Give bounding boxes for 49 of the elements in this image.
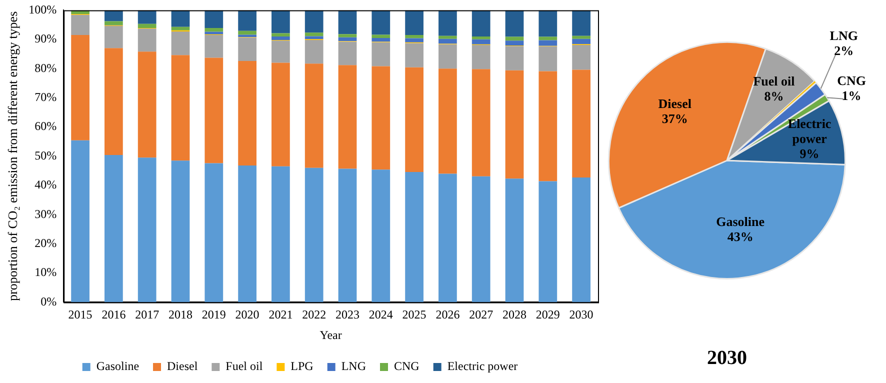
legend-label: Gasoline [96,359,140,374]
slice-label: CNG [837,72,866,88]
x-tick-label: 2020 [235,308,260,322]
y-tick-label: 80% [34,60,57,75]
x-tick-label: 2023 [336,308,360,322]
x-axis-title: Year [320,328,342,342]
x-tick-label: 2027 [469,308,494,322]
x-tick-label: 2018 [168,308,192,322]
x-tick-label: 2016 [102,308,126,322]
y-tick-label: 100% [28,2,57,16]
x-tick-label: 2030 [569,308,594,322]
data-label: 9% [800,146,820,162]
y-tick-label: 10% [34,265,57,280]
y-tick-label: 20% [34,236,57,250]
y-tick-label: 90% [34,32,57,46]
y-tick-label: 0% [40,294,57,308]
slice-label: Fuel oil [753,73,796,88]
y-tick-label: 30% [34,206,57,221]
y-axis-title: proportion of CO₂ emission from different energy types [5,11,20,302]
y-tick-label: 60% [34,119,57,134]
x-tick-label: 2024 [368,308,393,322]
x-tick-label: 2017 [135,308,160,322]
slice-label: LNG [830,28,858,43]
legend-label: Electric power [447,359,518,374]
x-tick-label: 2021 [268,308,293,322]
data-label: 43% [727,229,754,244]
legend-label: Diesel [167,359,198,374]
slice-label: Electric power [788,116,832,146]
data-label: 1% [842,88,862,103]
x-tick-label: 2026 [436,308,460,322]
x-tick-label: 2019 [202,308,226,322]
y-tick-label: 50% [34,148,57,162]
y-tick-label: 40% [34,178,57,192]
x-tick-label: 2015 [68,308,92,322]
x-tick-label: 2029 [536,308,560,322]
legend-label: LPG [290,359,314,374]
legend-label: CNG [394,359,420,374]
x-tick-label: 2022 [302,308,326,322]
slice-label: Gasoline [716,214,765,230]
y-tick-label: 70% [34,90,57,104]
legend-label: Fuel oil [226,359,264,374]
slice-label: Diesel [658,96,692,112]
x-tick-label: 2025 [402,308,426,322]
data-label: 37% [662,111,688,126]
legend-label: LNG [341,359,366,374]
data-label: 2% [834,42,854,58]
text: 2030 [707,347,747,370]
x-tick-label: 2028 [502,308,526,322]
data-label: 8% [764,88,784,104]
